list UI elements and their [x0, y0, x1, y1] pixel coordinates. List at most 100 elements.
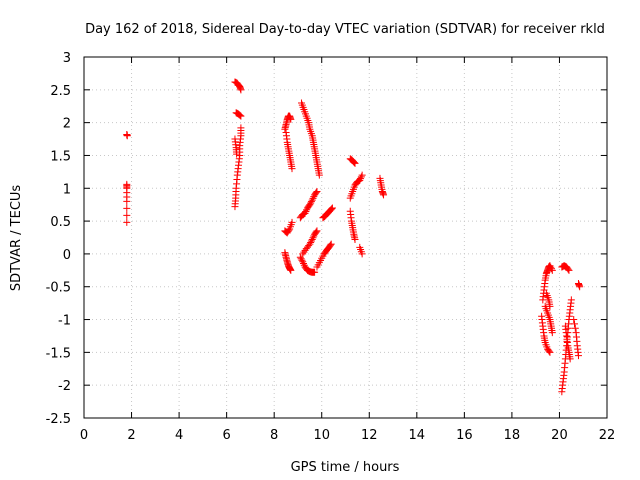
data-point — [566, 355, 574, 363]
data-point — [571, 324, 579, 332]
data-point — [235, 111, 243, 119]
data-point — [237, 86, 245, 94]
data-point — [327, 206, 335, 214]
data-point — [306, 240, 314, 248]
data-point — [546, 262, 554, 270]
data-point — [351, 235, 359, 243]
data-point — [123, 197, 131, 205]
data-point — [311, 268, 319, 276]
x-tick-label: 8 — [270, 428, 278, 443]
data-point — [308, 196, 316, 204]
data-point — [546, 348, 554, 356]
x-tick-label: 0 — [80, 428, 88, 443]
data-point — [288, 218, 296, 226]
data-point — [548, 329, 556, 337]
data-point — [233, 150, 241, 158]
data-point — [326, 241, 334, 249]
data-points — [123, 78, 584, 396]
y-tick-label: 2 — [63, 117, 71, 132]
data-point — [306, 201, 314, 209]
x-tick-label: 10 — [313, 428, 330, 443]
data-point — [357, 173, 365, 181]
y-tick-label: 0.5 — [50, 215, 71, 230]
axis-ticks: 0 2 4 6 8 10 12 14 16 18 20 22-2.5-2-1.5-1-0.500.51… — [46, 51, 616, 443]
y-tick-label: 1.5 — [50, 149, 71, 164]
y-tick-label: -0.5 — [46, 281, 71, 296]
data-point — [307, 237, 315, 245]
data-point — [302, 207, 310, 215]
data-point — [350, 158, 358, 166]
x-axis-label: GPS time / hours — [291, 460, 400, 475]
data-point — [123, 132, 131, 140]
x-tick-label: 2 — [127, 428, 135, 443]
data-point — [380, 191, 388, 199]
data-point — [299, 258, 307, 266]
y-tick-label: 1 — [63, 182, 71, 197]
data-point — [312, 228, 320, 236]
x-tick-label: 16 — [456, 428, 473, 443]
data-point — [358, 250, 366, 258]
data-point — [307, 239, 315, 247]
data-point — [301, 209, 309, 217]
data-point — [564, 265, 572, 273]
data-point — [328, 205, 336, 213]
data-point — [548, 266, 556, 274]
data-point — [356, 176, 364, 184]
y-tick-label: 2.5 — [50, 84, 71, 99]
data-point — [307, 198, 315, 206]
data-point — [237, 124, 245, 132]
data-point — [300, 248, 308, 256]
data-point — [123, 211, 131, 219]
x-tick-label: 22 — [599, 428, 616, 443]
grid — [84, 57, 607, 418]
data-point — [313, 227, 321, 235]
data-point — [308, 235, 316, 243]
data-point — [548, 265, 556, 273]
chart-title: Day 162 of 2018, Sidereal Day-to-day VTE… — [85, 22, 605, 37]
data-point — [315, 171, 323, 179]
y-tick-label: 3 — [63, 51, 71, 66]
x-tick-label: 14 — [409, 428, 426, 443]
data-point — [547, 263, 555, 271]
data-point — [358, 171, 366, 179]
data-point — [236, 111, 244, 119]
data-point — [328, 204, 336, 212]
data-point — [123, 204, 131, 212]
data-point — [123, 218, 131, 226]
data-point — [288, 165, 296, 173]
y-tick-label: 0 — [63, 248, 71, 263]
x-tick-label: 4 — [175, 428, 183, 443]
data-point — [300, 260, 308, 268]
data-point — [310, 193, 318, 201]
y-tick-label: -2.5 — [46, 412, 71, 427]
data-point — [237, 112, 245, 120]
data-point — [545, 347, 553, 355]
data-point — [298, 256, 306, 264]
data-point — [571, 320, 579, 328]
y-tick-label: -1 — [58, 314, 71, 329]
x-tick-label: 18 — [504, 428, 521, 443]
data-point — [349, 158, 357, 166]
data-point — [357, 175, 365, 183]
data-point — [313, 188, 321, 196]
data-point — [300, 261, 308, 269]
data-point — [565, 266, 573, 274]
data-point — [309, 234, 317, 242]
data-point — [297, 255, 305, 263]
data-point — [312, 189, 320, 197]
y-tick-label: -2 — [58, 379, 71, 394]
data-point — [570, 316, 578, 324]
y-axis-label: SDTVAR / TECUs — [9, 185, 24, 292]
data-point — [574, 352, 582, 360]
data-point — [567, 296, 575, 304]
y-tick-label: -1.5 — [46, 346, 71, 361]
x-tick-label: 6 — [222, 428, 230, 443]
data-point — [351, 159, 359, 167]
data-point — [287, 115, 295, 123]
x-tick-label: 12 — [361, 428, 378, 443]
data-point — [310, 232, 318, 240]
data-point — [576, 283, 584, 291]
data-point — [309, 194, 317, 202]
data-point — [546, 302, 554, 310]
